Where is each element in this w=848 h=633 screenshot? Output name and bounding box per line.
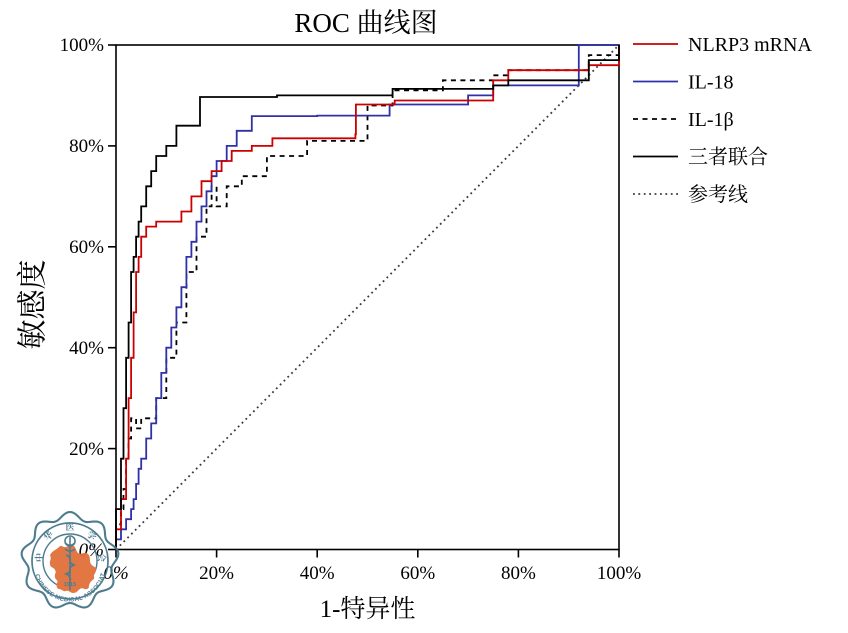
svg-text:100%: 100% <box>597 563 642 584</box>
svg-text:1915: 1915 <box>64 582 76 588</box>
svg-text:IL-1β: IL-1β <box>688 109 734 131</box>
svg-text:100%: 100% <box>60 35 105 56</box>
svg-text:20%: 20% <box>199 563 234 584</box>
svg-text:40%: 40% <box>300 563 335 584</box>
svg-text:ROC 曲线图: ROC 曲线图 <box>294 8 437 38</box>
svg-text:NLRP3 mRNA: NLRP3 mRNA <box>688 34 812 56</box>
svg-text:会: 会 <box>96 553 109 562</box>
svg-text:80%: 80% <box>69 136 104 157</box>
svg-text:IL-18: IL-18 <box>688 72 734 94</box>
svg-text:60%: 60% <box>69 237 104 258</box>
svg-text:60%: 60% <box>400 563 435 584</box>
svg-text:40%: 40% <box>69 338 104 359</box>
svg-text:中: 中 <box>33 553 46 562</box>
svg-text:敏感度: 敏感度 <box>17 260 50 350</box>
svg-text:三者联合: 三者联合 <box>688 146 768 169</box>
svg-text:20%: 20% <box>69 439 104 460</box>
svg-text:80%: 80% <box>501 563 536 584</box>
svg-text:1-特异性: 1-特异性 <box>320 595 416 623</box>
svg-text:参考线: 参考线 <box>688 183 748 206</box>
svg-text:医: 医 <box>65 520 74 533</box>
